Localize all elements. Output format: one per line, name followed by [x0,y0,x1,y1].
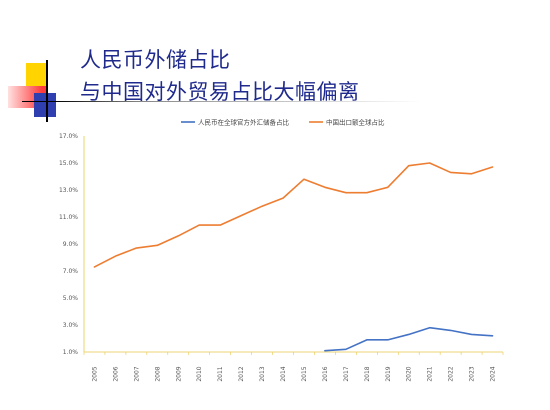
x-tick-label: 2018 [364,366,371,381]
x-tick-label: 2012 [238,366,245,381]
y-tick-label: 7.0% [63,268,79,275]
x-tick-label: 2024 [490,366,497,381]
decor-vertical-line [46,60,48,122]
y-tick-label: 15.0% [59,160,78,167]
y-tick-label: 1.0% [63,349,79,356]
series-line-2 [93,162,494,268]
x-tick-label: 2020 [406,366,413,381]
decor-blue-square [34,93,56,117]
x-tick-label: 2021 [427,366,434,381]
x-tick-label: 2007 [133,366,140,381]
y-tick-label: 13.0% [59,187,78,194]
y-tick-label: 3.0% [63,322,79,329]
y-axis: 1.0% 3.0% 5.0% 7.0% 9.0% 11.0% 13.0% 15.0% 17.0% [59,133,85,356]
slide-title-line-2: 与中国对外贸易占比大幅偏离 [80,80,360,104]
decor-horizontal-line [22,101,422,102]
y-tick-label: 17.0% [59,133,78,140]
x-tick-label: 2008 [154,366,161,381]
legend-label: 中国出口额全球占比 [326,118,385,127]
y-tick-label: 11.0% [59,214,78,221]
x-tick-label: 2011 [217,366,224,381]
x-tick-label: 2015 [301,366,308,381]
x-tick-label: 2014 [280,366,287,381]
chart-legend: 人民币在全球官方外汇储备占比 中国出口额全球占比 [181,118,385,127]
slide-title-line-1: 人民币外储占比 [80,48,231,72]
series-line-1 [324,326,494,352]
decor-yellow-square [26,63,48,87]
x-tick-label: 2023 [469,366,476,381]
x-tick-label: 2022 [448,366,455,381]
legend-label: 人民币在全球官方外汇储备占比 [198,118,290,127]
x-tick-label: 2016 [322,366,329,381]
x-tick-label: 2006 [112,366,119,381]
y-tick-label: 9.0% [63,241,79,248]
x-tick-label: 2013 [259,366,266,381]
x-tick-label: 2009 [175,366,182,381]
x-tick-label: 2017 [343,366,350,381]
x-tick-label: 2010 [196,366,203,381]
x-tick-label: 2019 [385,366,392,381]
x-axis: 2005 2006 2007 2008 2009 2010 2011 2012 2013 2014… [83,351,504,382]
chart-series [93,162,494,352]
y-tick-label: 5.0% [63,295,79,302]
x-tick-label: 2005 [91,366,98,381]
